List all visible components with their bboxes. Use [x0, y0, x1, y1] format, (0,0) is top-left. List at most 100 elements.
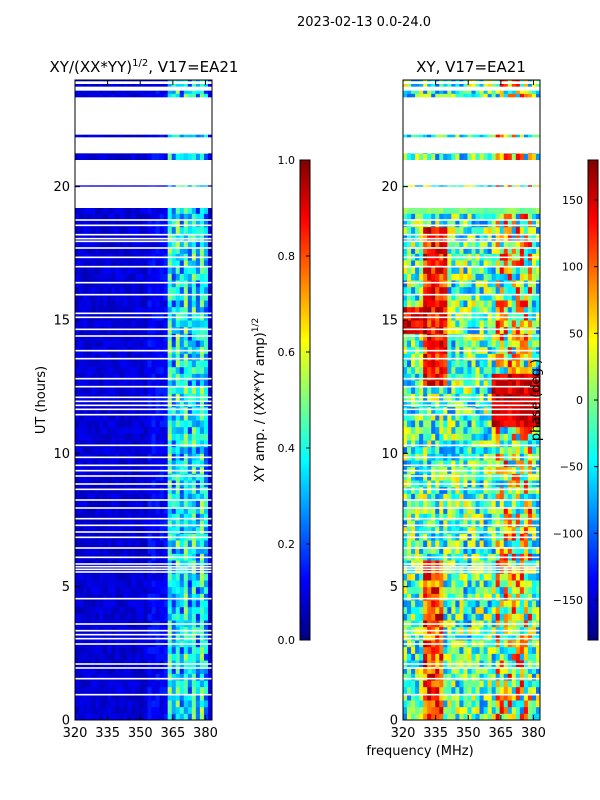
- flagged-integration: [75, 456, 212, 459]
- flagged-integration: [403, 281, 540, 284]
- flagged-integration: [403, 413, 540, 416]
- flagged-time-range: [75, 186, 212, 208]
- colorbar-tick-label: −150: [553, 594, 583, 607]
- flagged-integration: [403, 293, 540, 296]
- phase-axes: 320 335 350 365 380 0 5 10 15 20: [381, 80, 546, 741]
- flagged-integration: [75, 597, 212, 600]
- colorbar-tick-label: 0.6: [278, 346, 296, 359]
- flagged-integration: [403, 357, 540, 360]
- flagged-integration: [75, 256, 212, 259]
- xtick-label: 380: [521, 726, 546, 741]
- flagged-integration: [403, 444, 540, 447]
- flagged-integration: [75, 265, 212, 268]
- flagged-integration: [403, 565, 540, 568]
- amplitude-ylabel: UT (hours): [34, 366, 49, 434]
- flagged-integration: [403, 219, 540, 221]
- flagged-integration: [75, 643, 212, 645]
- flagged-integration: [75, 377, 212, 380]
- flagged-integration: [75, 483, 212, 485]
- amplitude-colorbar-frame: [299, 159, 311, 641]
- flagged-integration: [75, 571, 212, 573]
- amplitude-axes: 320 335 350 365 380 0 5 10 15 20: [53, 80, 218, 741]
- flagged-integration: [75, 247, 212, 249]
- flagged-integration: [403, 408, 540, 411]
- flagged-integration: [403, 667, 540, 669]
- ytick-label: 5: [390, 580, 398, 595]
- flagged-integration: [403, 483, 540, 485]
- flagged-integration: [403, 571, 540, 573]
- flagged-integration: [75, 349, 212, 352]
- flagged-integration: [403, 629, 540, 632]
- flagged-integration: [403, 623, 540, 625]
- ytick-label: 10: [381, 447, 398, 462]
- amplitude-colorbar-gradient: [300, 160, 310, 640]
- flagged-integration: [403, 531, 540, 533]
- flagged-integration: [403, 568, 540, 571]
- flagged-integration: [403, 643, 540, 645]
- flagged-integration: [75, 408, 212, 411]
- colorbar-tick-label: 0.8: [278, 250, 296, 263]
- amplitude-colorbar-ticks: 0.0 0.2 0.4 0.6 0.8 1.0: [278, 154, 310, 647]
- amplitude-colorbar-label-sup: 1/2: [251, 318, 261, 332]
- flagged-integration: [403, 247, 540, 249]
- amplitude-title: XY/(XX*YY)1/2, V17=EA21: [50, 58, 239, 76]
- amplitude-title-suffix: , V17=EA21: [148, 58, 238, 76]
- flagged-time-range: [403, 81, 540, 84]
- colorbar-tick-label: 100: [562, 261, 583, 274]
- flagged-integration: [75, 547, 212, 549]
- xtick-label: 365: [488, 726, 513, 741]
- flagged-integration: [403, 663, 540, 665]
- flagged-integration: [75, 507, 212, 509]
- flagged-integration: [403, 335, 540, 337]
- flagged-integration: [403, 488, 540, 491]
- ytick-label: 20: [381, 180, 398, 195]
- flagged-integration: [403, 637, 540, 640]
- xtick-label: 320: [391, 726, 416, 741]
- flagged-integration: [403, 240, 540, 243]
- phase-heatmap: [403, 80, 540, 720]
- flagged-time-range: [75, 86, 212, 91]
- flagged-integration: [403, 499, 540, 501]
- xtick-label: 350: [456, 726, 481, 741]
- flagged-integration: [403, 404, 540, 407]
- flagged-integration: [75, 499, 212, 501]
- flagged-integration: [75, 556, 212, 559]
- flagged-time-range: [403, 97, 540, 135]
- flagged-time-range: [75, 137, 212, 154]
- phase-axes-frame: [402, 79, 541, 721]
- colorbar-tick-label: −100: [553, 527, 583, 540]
- flagged-integration: [75, 633, 212, 636]
- flagged-integration: [75, 677, 212, 680]
- amplitude-colorbar: 0.0 0.2 0.4 0.6 0.8 1.0 XY amp. / (XX*YY amp)…: [251, 154, 311, 647]
- flagged-integration: [75, 536, 212, 539]
- flagged-integration: [75, 224, 212, 227]
- flagged-integration: [75, 328, 212, 331]
- flagged-time-range: [403, 137, 540, 154]
- flagged-integration: [75, 240, 212, 243]
- flagged-integration: [75, 475, 212, 477]
- flagged-integration: [403, 597, 540, 600]
- xtick-label: 335: [95, 726, 120, 741]
- flagged-integration: [75, 413, 212, 416]
- flagged-integration: [75, 623, 212, 625]
- flagged-integration: [75, 444, 212, 447]
- flagged-integration: [403, 456, 540, 459]
- flagged-integration: [403, 475, 540, 477]
- flagged-integration: [75, 400, 212, 403]
- flagged-integration: [403, 464, 540, 467]
- flagged-integration: [403, 224, 540, 227]
- flagged-integration: [75, 233, 212, 236]
- phase-colorbar-label: phase (deg.): [529, 359, 544, 441]
- xtick-label: 350: [128, 726, 153, 741]
- flagged-integration: [403, 547, 540, 549]
- colorbar-tick-label: 50: [569, 327, 583, 340]
- flagged-integration: [403, 265, 540, 268]
- ytick-label: 0: [390, 714, 398, 729]
- ytick-label: 15: [381, 314, 398, 329]
- flagged-integration: [75, 667, 212, 669]
- phase-colorbar: −150 −100 −50 0 50 100 150 phase (deg.): [529, 159, 599, 641]
- ytick-label: 0: [62, 714, 70, 729]
- flagged-integration: [75, 404, 212, 407]
- flagged-time-range: [403, 86, 540, 91]
- flagged-integration: [75, 396, 212, 399]
